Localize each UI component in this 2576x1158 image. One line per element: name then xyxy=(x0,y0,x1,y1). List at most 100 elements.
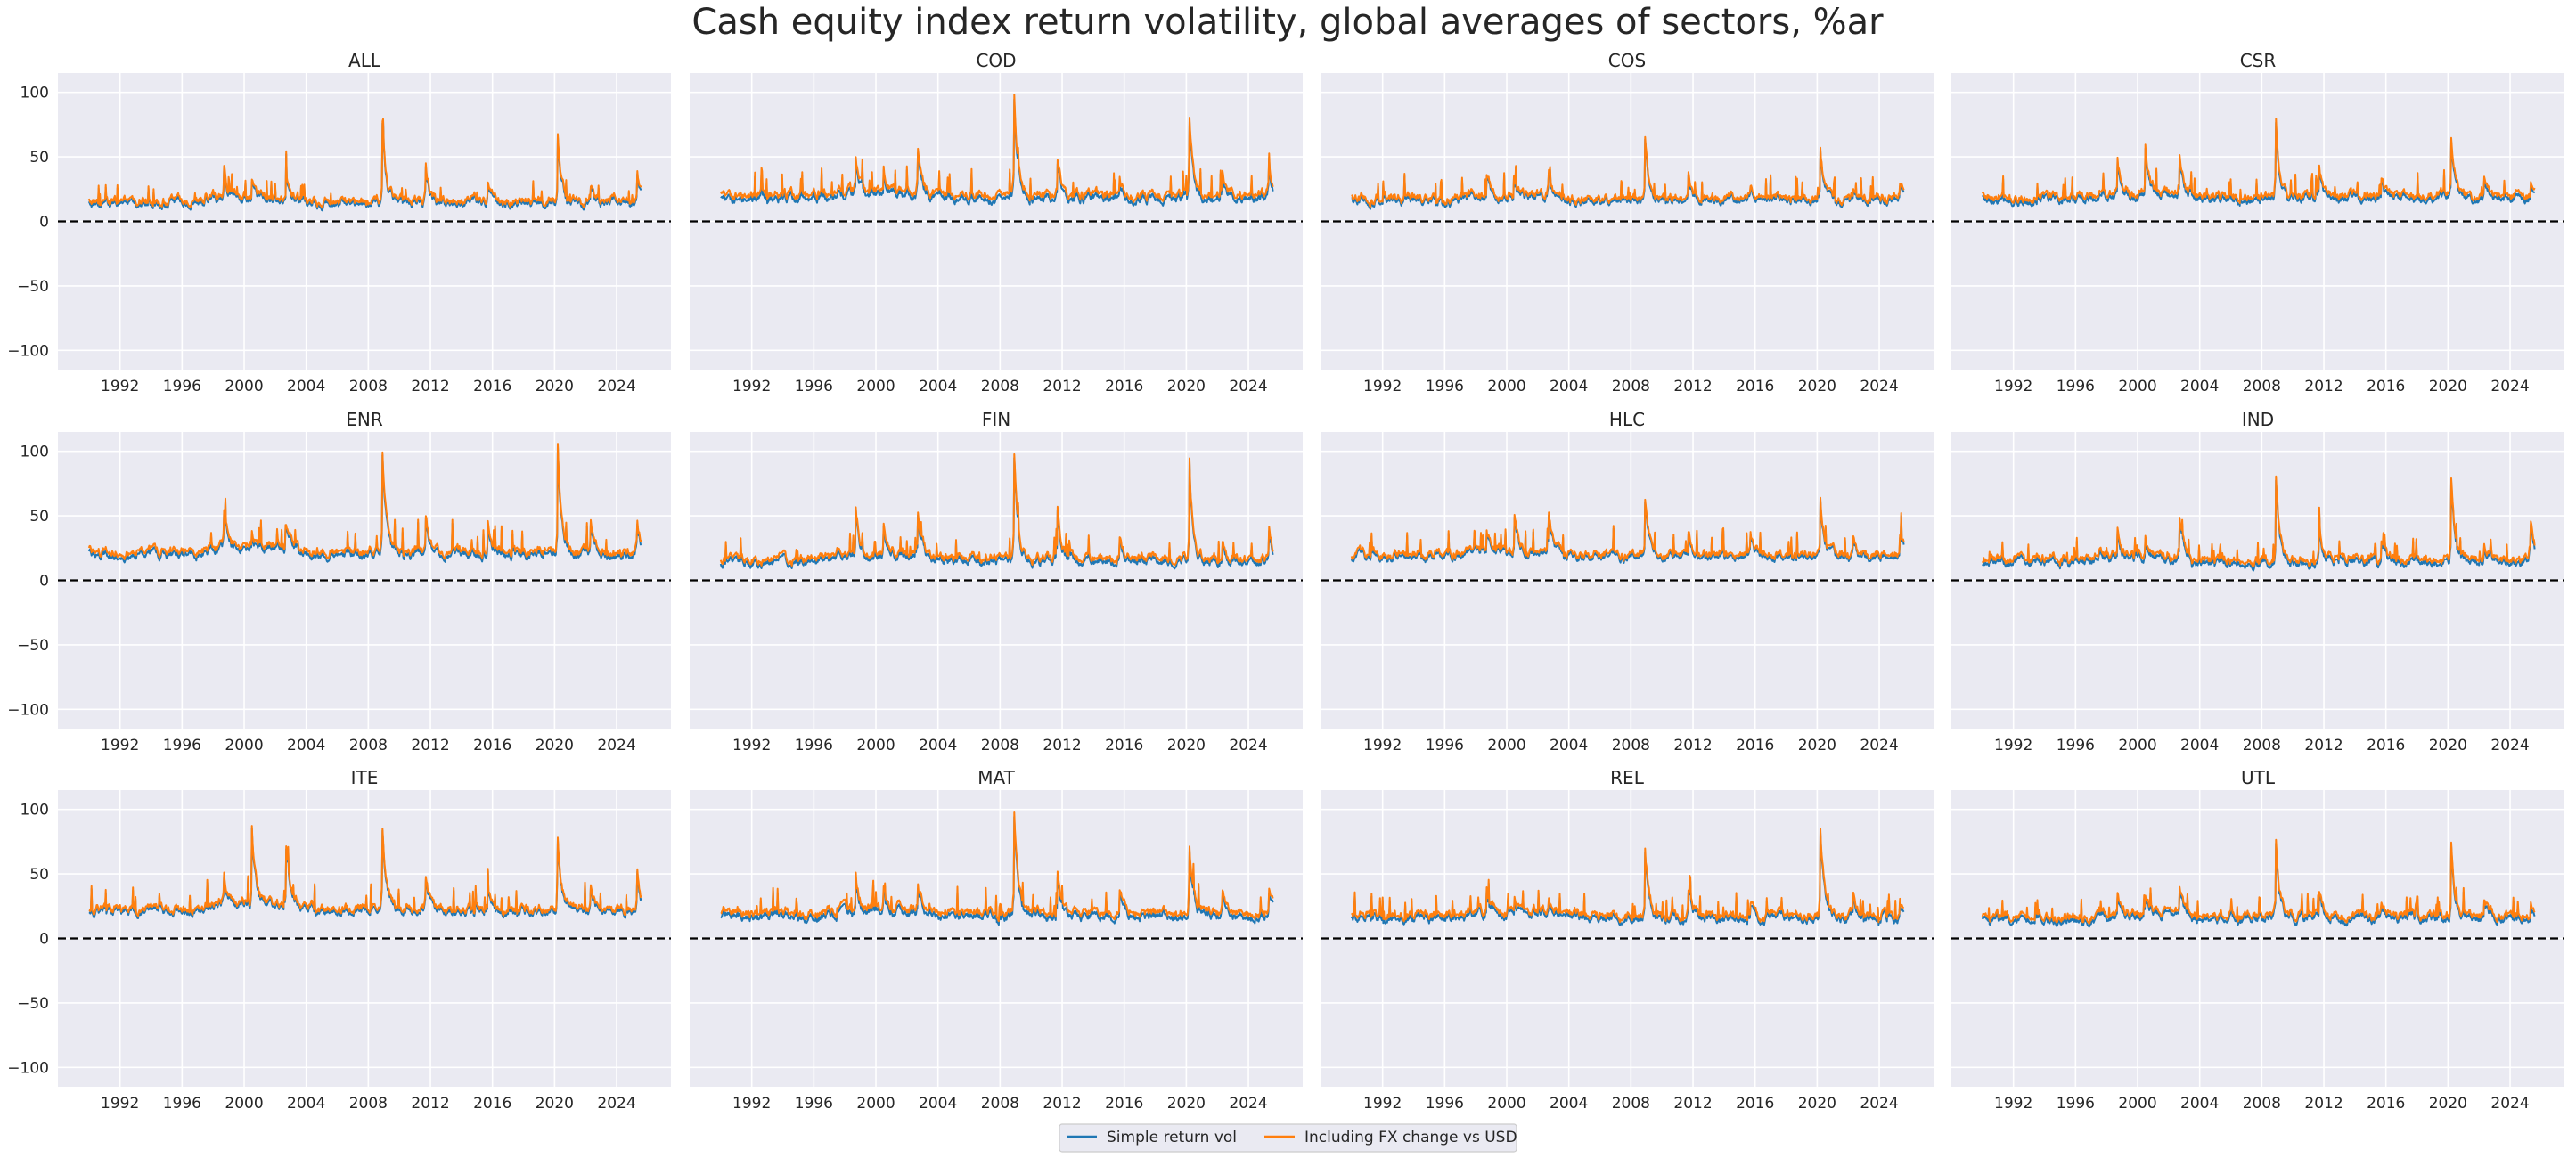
x-tick-label: 2024 xyxy=(1229,737,1267,754)
y-tick-label: −50 xyxy=(17,995,49,1013)
panel-title: IND xyxy=(2242,409,2274,430)
panels-grid: ALL −100 −50 0 50 100 1992 1996 2000 2004 2008 2012… xyxy=(7,50,2564,1113)
panel-title: COS xyxy=(1608,50,1646,71)
x-tick-label: 2008 xyxy=(981,1095,1019,1113)
panel-title: COD xyxy=(976,50,1016,71)
x-tick-label: 2008 xyxy=(2243,737,2281,754)
x-tick-label: 1996 xyxy=(795,1095,833,1113)
x-tick-label: 2012 xyxy=(1043,1095,1081,1113)
x-tick-label: 2016 xyxy=(473,378,511,396)
x-tick-label: 2012 xyxy=(1043,378,1081,396)
panel-hlc: HLC 1992 1996 2000 2004 2008 2012 2016 2020 2024 xyxy=(1321,409,1934,754)
x-tick-label: 2016 xyxy=(1736,737,1774,754)
panel-csr: CSR 1992 1996 2000 2004 2008 2012 2016 2020 2024 xyxy=(1951,50,2564,396)
x-tick-label: 2008 xyxy=(2243,378,2281,396)
x-tick-label: 2020 xyxy=(536,1095,574,1113)
x-tick-label: 2020 xyxy=(1167,378,1206,396)
x-tick-label: 1996 xyxy=(163,737,201,754)
x-tick-label: 2000 xyxy=(225,378,263,396)
x-tick-label: 2016 xyxy=(1736,378,1774,396)
x-tick-label: 2000 xyxy=(2118,1095,2156,1113)
series-line-simple-return-vol xyxy=(1981,842,2536,928)
panel-ind: IND 1992 1996 2000 2004 2008 2012 2016 2020 2024 xyxy=(1951,409,2564,754)
panel-title: CSR xyxy=(2240,50,2277,71)
x-tick-label: 2000 xyxy=(1487,737,1525,754)
x-tick-label: 2004 xyxy=(1550,737,1588,754)
y-tick-label: 100 xyxy=(20,444,49,461)
series-line-fx-change xyxy=(720,811,1274,923)
legend-label-simple-return-vol: Simple return vol xyxy=(1107,1129,1237,1146)
x-tick-label: 2024 xyxy=(1860,1095,1898,1113)
x-tick-label: 2024 xyxy=(1229,378,1267,396)
x-tick-label: 2008 xyxy=(981,737,1019,754)
x-tick-label: 2004 xyxy=(919,378,957,396)
series-line-fx-change xyxy=(719,94,1274,204)
x-tick-label: 2016 xyxy=(1105,1095,1143,1113)
series-line-simple-return-vol xyxy=(720,98,1274,207)
x-tick-label: 1992 xyxy=(1994,1095,2032,1113)
x-tick-label: 2020 xyxy=(1798,737,1836,754)
x-tick-label: 2020 xyxy=(1798,1095,1836,1113)
x-tick-label: 2012 xyxy=(411,378,449,396)
x-tick-label: 2008 xyxy=(349,737,388,754)
x-tick-label: 2004 xyxy=(1550,378,1588,396)
x-tick-label: 2024 xyxy=(2490,378,2529,396)
panel-title: MAT xyxy=(977,767,1015,788)
x-tick-label: 2000 xyxy=(1487,378,1525,396)
y-tick-label: 50 xyxy=(29,866,49,884)
x-tick-label: 2004 xyxy=(2180,737,2219,754)
x-tick-label: 1992 xyxy=(1994,378,2032,396)
x-tick-label: 2004 xyxy=(287,378,325,396)
x-tick-label: 1992 xyxy=(1363,378,1402,396)
series-line-fx-change xyxy=(719,453,1274,567)
x-tick-label: 1996 xyxy=(163,378,201,396)
x-tick-label: 1996 xyxy=(163,1095,201,1113)
panel-rel: REL 1992 1996 2000 2004 2008 2012 2016 2020 2024 xyxy=(1321,767,1934,1113)
x-tick-label: 2024 xyxy=(2490,737,2529,754)
x-tick-label: 1992 xyxy=(732,1095,771,1113)
x-tick-label: 2024 xyxy=(2490,1095,2529,1113)
y-tick-label: 0 xyxy=(39,573,49,591)
x-tick-label: 2020 xyxy=(536,378,574,396)
x-tick-label: 1992 xyxy=(1363,1095,1402,1113)
x-tick-label: 2024 xyxy=(597,1095,635,1113)
y-tick-label: 50 xyxy=(29,508,49,526)
legend: Simple return vol Including FX change vs… xyxy=(1059,1123,1517,1153)
x-tick-label: 2008 xyxy=(349,1095,388,1113)
x-tick-label: 2008 xyxy=(1612,737,1650,754)
x-tick-label: 2016 xyxy=(473,1095,511,1113)
x-tick-label: 2012 xyxy=(1673,378,1712,396)
x-tick-label: 2016 xyxy=(2367,378,2405,396)
x-tick-label: 2012 xyxy=(1043,737,1081,754)
x-tick-label: 2016 xyxy=(2367,1095,2405,1113)
x-tick-label: 1996 xyxy=(1426,1095,1464,1113)
x-tick-label: 2008 xyxy=(981,378,1019,396)
series-line-fx-change xyxy=(88,825,642,917)
chart-title: Cash equity index return volatility, glo… xyxy=(691,2,1884,43)
panel-title: ITE xyxy=(351,767,379,788)
x-tick-label: 2012 xyxy=(2304,737,2343,754)
x-tick-label: 2016 xyxy=(473,737,511,754)
y-tick-label: 0 xyxy=(39,214,49,232)
x-tick-label: 2016 xyxy=(1736,1095,1774,1113)
x-tick-label: 2016 xyxy=(1105,378,1143,396)
x-tick-label: 2020 xyxy=(1167,737,1206,754)
x-tick-label: 2000 xyxy=(2118,737,2156,754)
y-tick-label: 0 xyxy=(39,931,49,949)
x-tick-label: 1992 xyxy=(732,737,771,754)
x-tick-label: 2000 xyxy=(856,737,895,754)
x-tick-label: 2008 xyxy=(1612,378,1650,396)
x-tick-label: 1992 xyxy=(732,378,771,396)
x-tick-label: 2012 xyxy=(411,1095,449,1113)
x-tick-label: 2008 xyxy=(1612,1095,1650,1113)
x-tick-label: 1996 xyxy=(795,378,833,396)
y-tick-label: 50 xyxy=(29,149,49,167)
x-tick-label: 2016 xyxy=(1105,737,1143,754)
x-tick-label: 1996 xyxy=(2057,737,2095,754)
x-tick-label: 2024 xyxy=(1860,378,1898,396)
panel-all: ALL −100 −50 0 50 100 1992 1996 2000 2004 2008 2012… xyxy=(7,50,671,396)
legend-label-fx-change: Including FX change vs USD xyxy=(1304,1129,1517,1146)
x-tick-label: 2020 xyxy=(536,737,574,754)
series-line-simple-return-vol xyxy=(87,445,642,564)
